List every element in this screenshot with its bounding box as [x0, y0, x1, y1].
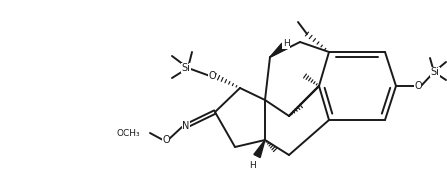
Text: O: O [162, 135, 170, 145]
Text: OCH₃: OCH₃ [116, 129, 140, 138]
Text: O: O [208, 71, 216, 81]
Polygon shape [270, 43, 286, 57]
Text: O: O [414, 81, 422, 91]
Text: Si: Si [181, 63, 190, 73]
Text: N: N [182, 121, 190, 131]
Text: H: H [249, 161, 255, 170]
Text: Si: Si [430, 67, 439, 77]
Polygon shape [254, 140, 265, 158]
Text: H: H [283, 39, 289, 48]
